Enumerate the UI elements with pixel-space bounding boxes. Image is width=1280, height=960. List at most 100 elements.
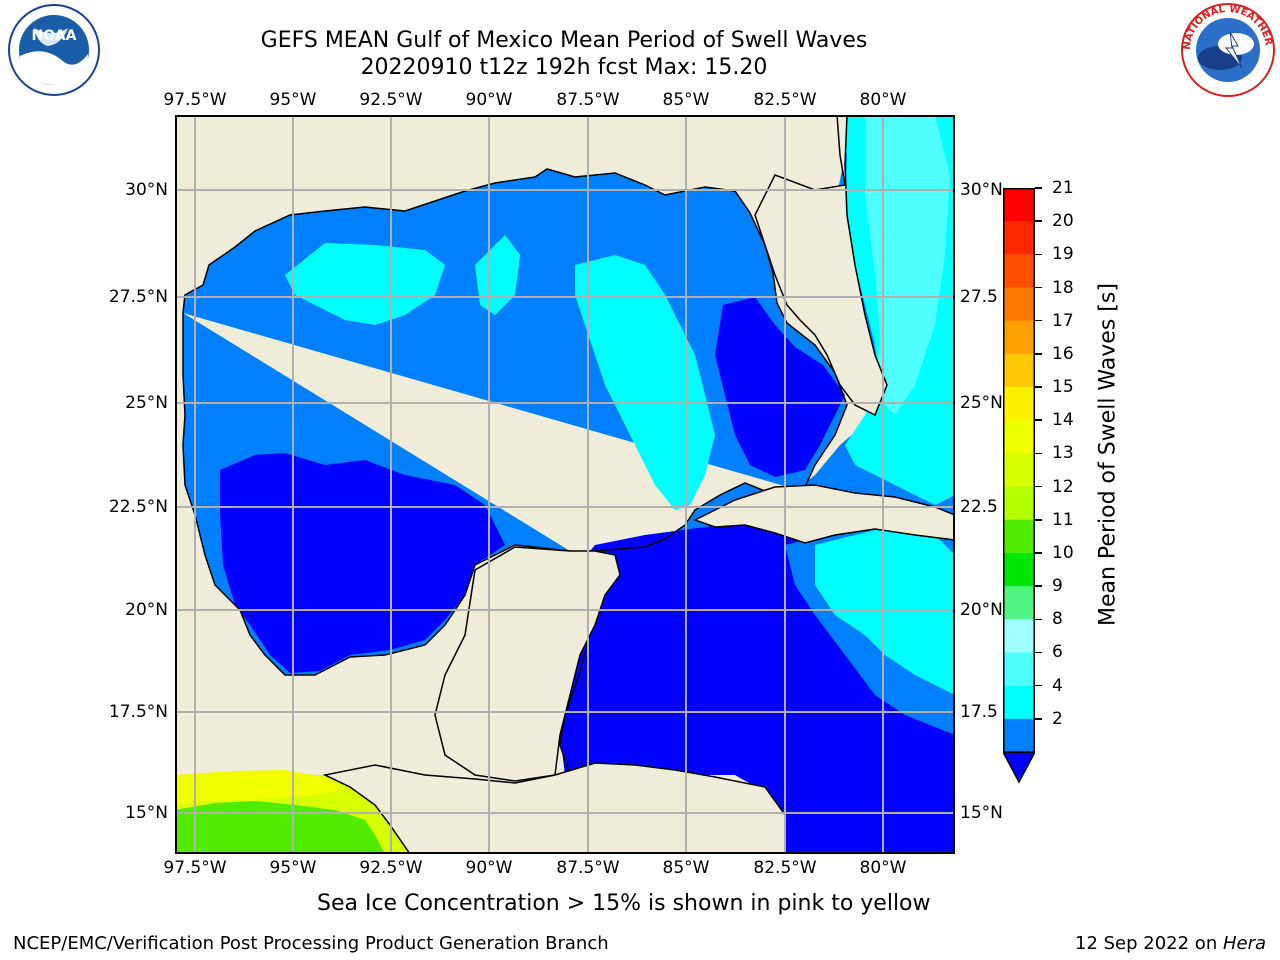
colorbar-tick-mark (1035, 618, 1042, 621)
lon-label-bottom: 92.5°W (359, 858, 423, 878)
lon-label-bottom: 90°W (465, 858, 513, 878)
colorbar-band (1003, 652, 1035, 687)
lat-label-left: 20°N (125, 600, 168, 620)
colorbar-tick-label: 9 (1052, 576, 1063, 597)
map-svg (175, 115, 955, 854)
swell-cyan-caribbean (815, 530, 955, 695)
land-cuba (693, 484, 955, 544)
colorbar-svg (1001, 188, 1037, 784)
colorbar-tick-mark (1035, 519, 1042, 521)
lon-label-bottom: 87.5°W (556, 858, 620, 878)
noaa-logo: NOAA (4, 4, 104, 96)
colorbar-tick-mark (1035, 585, 1042, 587)
lon-label-top: 85°W (662, 90, 710, 110)
map-title: GEFS MEAN Gulf of Mexico Mean Period of … (260, 28, 868, 53)
colorbar-band (1003, 287, 1035, 322)
lat-label-right: 22.5 (960, 497, 998, 517)
colorbar-frame (1003, 188, 1035, 753)
colorbar-tick-mark (1035, 386, 1042, 388)
colorbar-tick-mark (1035, 718, 1042, 720)
lat-label-right: 27.5 (960, 287, 998, 307)
colorbar-band (1003, 453, 1035, 488)
colorbar-band (1003, 320, 1035, 355)
nws-logo: NATIONAL WEATHER SERVICE (1174, 0, 1278, 98)
lat-label-right: 30°N (960, 180, 1003, 200)
colorbar-band (1003, 188, 1035, 222)
colorbar-band (1003, 552, 1035, 587)
lat-label-right: 17.5 (960, 702, 998, 722)
lat-label-left: 15°N (125, 803, 168, 823)
swell-green-pacific (175, 801, 385, 854)
noaa-logo-text: NOAA (32, 28, 77, 44)
colorbar-tick-label: 2 (1052, 708, 1063, 729)
colorbar-underflow-triangle (1001, 751, 1037, 784)
colorbar-tick-label: 16 (1052, 343, 1074, 364)
colorbar-tick-mark (1035, 552, 1042, 554)
map-panel (175, 115, 955, 854)
colorbar-band (1003, 254, 1035, 289)
swell-cyan-north (285, 243, 445, 325)
colorbar-tick-mark (1035, 651, 1042, 654)
colorbar-band (1003, 387, 1035, 421)
lat-label-right: 25°N (960, 393, 1003, 413)
swell-cyan-central (575, 255, 715, 510)
colorbar-label: Mean Period of Swell Waves [s] (1095, 283, 1121, 626)
colorbar-tick-mark (1035, 485, 1042, 488)
colorbar-tick-mark (1035, 452, 1042, 455)
sea-ice-caption: Sea Ice Concentration > 15% is shown in … (317, 891, 931, 916)
lat-label-right: 20°N (960, 600, 1003, 620)
colorbar-tick-mark (1035, 419, 1042, 421)
colorbar-band (1003, 486, 1035, 521)
colorbar-tick-label: 20 (1052, 211, 1074, 232)
map-frame (175, 115, 955, 854)
lon-label-top: 82.5°W (753, 90, 817, 110)
lat-label-left: 25°N (125, 393, 168, 413)
colorbar-tick-label: 19 (1052, 244, 1074, 265)
colorbar-tick-mark (1035, 253, 1042, 256)
coastline-mexico (182, 313, 571, 676)
lon-label-bottom: 80°W (859, 858, 907, 878)
lat-label-left: 22.5°N (108, 497, 168, 517)
map-subtitle: 20220910 t12z 192h fcst Max: 15.20 (360, 55, 768, 80)
colorbar-band (1003, 353, 1035, 388)
graticule (175, 115, 955, 854)
colorbar-tick-mark (1035, 220, 1042, 222)
colorbar-tick-label: 13 (1052, 443, 1074, 464)
footer-date: 12 Sep 2022 on Hera (1075, 933, 1266, 955)
colorbar-tick-label: 17 (1052, 310, 1074, 331)
footer-date-text: 12 Sep 2022 on (1075, 933, 1223, 954)
lat-label-left: 30°N (125, 180, 168, 200)
colorbar-tick-label: 8 (1052, 609, 1063, 630)
colorbar-band (1003, 619, 1035, 653)
colorbar-band (1003, 420, 1035, 454)
swell-yellow-pacific (175, 770, 345, 805)
lon-label-top: 97.5°W (163, 90, 227, 110)
lat-label-left: 27.5°N (108, 287, 168, 307)
lat-label-right: 15°N (960, 803, 1003, 823)
lat-label-left: 17.5°N (108, 702, 168, 722)
colorbar-tick-mark (1035, 684, 1042, 687)
colorbar-band (1003, 718, 1035, 753)
swell-cyan-northcentral (475, 235, 520, 315)
lon-label-top: 87.5°W (556, 90, 620, 110)
lon-label-top: 92.5°W (359, 90, 423, 110)
colorbar-tick-mark (1035, 187, 1042, 189)
colorbar-tick-label: 21 (1052, 178, 1074, 198)
colorbar-band (1003, 221, 1035, 255)
lon-label-bottom: 97.5°W (163, 858, 227, 878)
colorbar-tick-mark (1035, 286, 1042, 289)
lon-label-top: 80°W (859, 90, 907, 110)
lon-label-bottom: 82.5°W (753, 858, 817, 878)
colorbar-band (1003, 586, 1035, 620)
colorbar-tick-label: 14 (1052, 410, 1074, 431)
colorbar-tick-label: 18 (1052, 277, 1074, 298)
colorbar-tick-label: 4 (1052, 675, 1063, 696)
colorbar-tick-mark (1035, 319, 1042, 322)
lon-label-bottom: 85°W (662, 858, 710, 878)
colorbar-tick-label: 10 (1052, 542, 1074, 563)
colorbar-tick-label: 11 (1052, 509, 1074, 530)
lon-label-top: 95°W (269, 90, 317, 110)
lon-label-top: 90°W (465, 90, 513, 110)
footer-credit: NCEP/EMC/Verification Post Processing Pr… (13, 933, 609, 954)
colorbar-band (1003, 519, 1035, 554)
